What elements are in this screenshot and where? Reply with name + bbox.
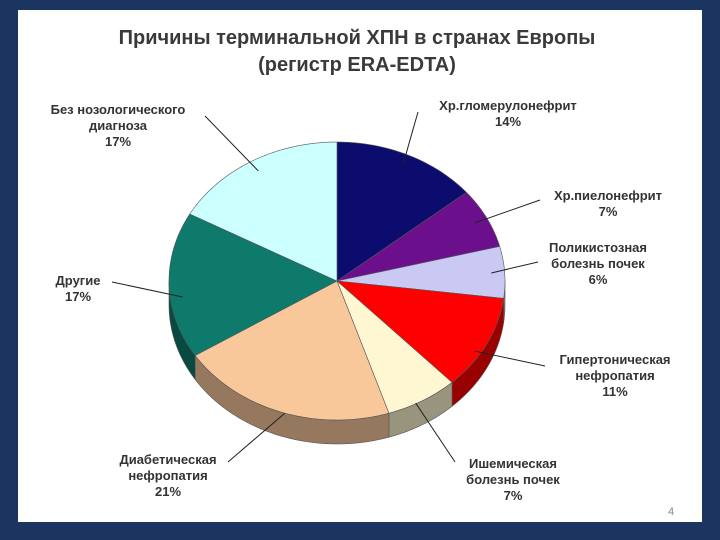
category-label: Хр.гломерулонефрит	[439, 98, 577, 113]
category-label: Другие	[55, 273, 101, 288]
slice	[336, 246, 506, 299]
value-label: 14%	[494, 114, 522, 129]
slice-label: Диабетическая нефропатия 21%	[103, 452, 233, 500]
slice	[194, 280, 390, 421]
value-label: 17%	[64, 289, 92, 304]
slice-label: Поликистозная болезнь почек 6%	[538, 240, 658, 288]
value-label: 7%	[598, 204, 618, 219]
leader-line	[474, 350, 546, 367]
slice	[336, 280, 505, 383]
page-number: 4	[668, 506, 675, 518]
leader-line	[204, 115, 259, 172]
value-label: 21%	[154, 484, 182, 499]
value-label: 11%	[602, 384, 628, 399]
slice-label: Ишемическая болезнь почек 7%	[453, 456, 573, 504]
slice	[336, 192, 501, 282]
leader-line	[227, 412, 285, 463]
category-label: Хр.пиелонефрит	[553, 188, 663, 203]
value-label: 17%	[104, 134, 132, 149]
slice	[336, 141, 467, 282]
leader-line	[111, 281, 183, 298]
slice-label: Гипертоническая нефропатия 11%	[545, 352, 685, 400]
category-label: Диабетическая нефропатия	[119, 452, 217, 483]
category-label: Ишемическая болезнь почек	[466, 456, 560, 487]
leader-line	[402, 111, 419, 166]
slice-label: Без нозологического диагноза 17%	[33, 102, 203, 150]
leader-line	[474, 199, 541, 224]
slice-label: Хр.пиелонефрит 7%	[543, 188, 673, 220]
value-label: 7%	[503, 488, 523, 503]
slice-label: Другие 17%	[38, 273, 118, 305]
chart-subtitle: (регистр ERA-EDTA)	[258, 54, 456, 76]
category-label: Гипертоническая нефропатия	[559, 352, 671, 383]
leader-line	[491, 261, 539, 274]
chart-title: Причины терминальной ХПН в странах Европ…	[119, 27, 596, 49]
slice	[168, 213, 338, 356]
slice	[189, 141, 338, 282]
value-label: 6%	[588, 272, 608, 287]
leader-line	[415, 402, 456, 463]
category-label: Без нозологического диагноза	[50, 102, 186, 133]
category-label: Поликистозная болезнь почек	[548, 240, 648, 271]
slice-label: Хр.гломерулонефрит 14%	[423, 98, 593, 130]
slice	[336, 280, 453, 414]
